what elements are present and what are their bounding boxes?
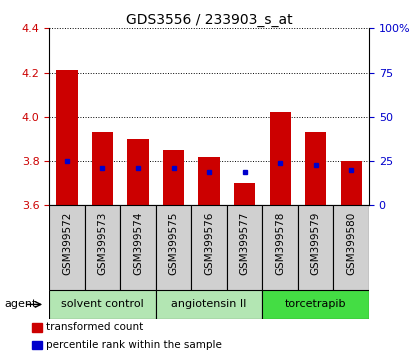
Text: GSM399579: GSM399579 [310, 211, 320, 275]
Bar [226, 205, 262, 290]
Text: GSM399580: GSM399580 [345, 211, 355, 274]
Bar [162, 150, 184, 205]
Bar [49, 205, 85, 290]
Bar [155, 290, 262, 319]
Bar [56, 70, 77, 205]
Text: transformed count: transformed count [45, 322, 143, 332]
Text: GSM399576: GSM399576 [204, 211, 213, 275]
Text: GSM399577: GSM399577 [239, 211, 249, 275]
Bar [234, 183, 255, 205]
Bar [32, 323, 42, 332]
Text: GSM399578: GSM399578 [274, 211, 285, 275]
Bar [262, 290, 368, 319]
Text: angiotensin II: angiotensin II [171, 299, 246, 309]
Title: GDS3556 / 233903_s_at: GDS3556 / 233903_s_at [126, 13, 292, 27]
Bar [49, 290, 155, 319]
Bar [340, 161, 361, 205]
Bar [92, 132, 113, 205]
Bar [297, 205, 333, 290]
Bar [333, 205, 368, 290]
Text: GSM399573: GSM399573 [97, 211, 107, 275]
Bar [85, 205, 120, 290]
Bar [127, 139, 148, 205]
Bar [120, 205, 155, 290]
Text: GSM399572: GSM399572 [62, 211, 72, 275]
Bar [269, 113, 290, 205]
Bar [304, 132, 326, 205]
Text: GSM399574: GSM399574 [133, 211, 143, 275]
Text: GSM399575: GSM399575 [168, 211, 178, 275]
Text: percentile rank within the sample: percentile rank within the sample [45, 340, 221, 350]
Bar [191, 205, 226, 290]
Text: torcetrapib: torcetrapib [284, 299, 346, 309]
Bar [155, 205, 191, 290]
Bar [262, 205, 297, 290]
Bar [198, 157, 219, 205]
Text: agent: agent [4, 299, 36, 309]
Bar [32, 341, 42, 349]
Text: solvent control: solvent control [61, 299, 144, 309]
